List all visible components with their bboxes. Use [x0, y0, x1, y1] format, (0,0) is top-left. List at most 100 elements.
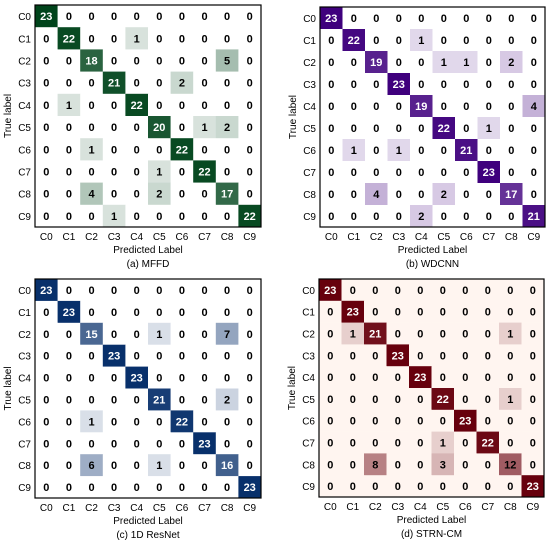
matrix-cell: [35, 204, 58, 228]
matrix-cell: [238, 93, 262, 117]
cell-value-label: 0: [531, 13, 537, 25]
matrix-cell: [170, 279, 194, 302]
cell-value-label: 0: [111, 144, 117, 156]
cell-value-label: 22: [482, 438, 494, 450]
matrix-cell: [170, 49, 194, 72]
x-tick-label: C2: [370, 232, 383, 243]
cell-value-label: 0: [372, 285, 378, 297]
matrix-cell: [500, 51, 523, 74]
cell-value-label: 0: [88, 100, 94, 112]
cell-value-label: 0: [156, 438, 162, 450]
matrix-cell: [35, 476, 58, 499]
cell-value-label: 0: [351, 57, 357, 69]
matrix-cell: [387, 205, 411, 228]
cell-value-label: 0: [396, 189, 402, 201]
matrix-cell: [215, 476, 239, 499]
cell-value-label: 0: [179, 482, 185, 494]
cell-value-label: 0: [372, 416, 378, 428]
cell-value-label: 0: [508, 211, 514, 223]
matrix-cell: [57, 71, 81, 95]
matrix-cell: [193, 432, 217, 455]
matrix-cell: [409, 322, 432, 345]
matrix-cell: [455, 7, 478, 30]
cell-value-label: 0: [396, 13, 402, 25]
matrix-cell: [476, 322, 500, 345]
matrix-cell: [432, 95, 456, 118]
matrix-cell: [170, 138, 194, 161]
matrix-cell: [170, 366, 194, 389]
matrix-cell: [35, 93, 58, 117]
cell-value-label: 0: [111, 11, 117, 23]
matrix-cell: [215, 279, 239, 302]
x-axis-label: Predicted Label: [397, 515, 467, 526]
cell-value-label: 0: [88, 11, 94, 23]
cell-value-label: 0: [88, 78, 94, 90]
matrix-cell: [431, 322, 455, 345]
cell-value-label: 1: [418, 35, 424, 47]
cell-value-label: 0: [66, 482, 72, 494]
cell-value-label: 0: [224, 373, 230, 385]
matrix-cell: [410, 139, 433, 162]
cell-value-label: 0: [224, 144, 230, 156]
cell-value-label: 0: [530, 350, 536, 362]
matrix-cell: [215, 93, 239, 117]
cell-value-label: 0: [134, 285, 140, 297]
matrix-cell: [102, 5, 126, 28]
cell-value-label: 7: [224, 329, 230, 341]
matrix-cell: [431, 409, 455, 432]
matrix-cell: [148, 27, 171, 50]
cell-value-label: 22: [176, 144, 188, 156]
cell-value-label: 1: [201, 122, 207, 134]
matrix-cell: [454, 409, 477, 432]
cell-value-label: 0: [201, 373, 207, 385]
matrix-cell: [410, 161, 433, 184]
matrix-cell: [102, 388, 126, 411]
matrix-cell: [102, 279, 126, 302]
matrix-cell: [102, 366, 126, 389]
cell-value-label: 0: [328, 57, 334, 69]
matrix-cell: [342, 51, 366, 74]
cell-value-label: 0: [418, 167, 424, 179]
cell-value-label: 1: [88, 144, 94, 156]
matrix-cell: [35, 410, 58, 433]
cell-value-label: 0: [351, 211, 357, 223]
cell-value-label: 0: [417, 285, 423, 297]
cell-value-label: 0: [328, 123, 334, 135]
cell-value-label: 0: [507, 481, 513, 493]
matrix-cell: [409, 431, 432, 454]
cell-value-label: 0: [247, 416, 253, 428]
x-tick-label: C3: [108, 232, 121, 243]
cell-value-label: 1: [486, 123, 492, 135]
cell-value-label: 2: [156, 189, 162, 201]
cell-value-label: 20: [153, 122, 165, 134]
cell-value-label: 0: [462, 459, 468, 471]
matrix-cell: [364, 279, 387, 302]
matrix-frame: [319, 6, 546, 228]
matrix-cell: [409, 300, 432, 323]
y-tick-label: C5: [303, 124, 316, 135]
matrix-cell: [125, 182, 149, 206]
cell-value-label: 22: [176, 416, 188, 428]
matrix-cell: [455, 95, 478, 118]
matrix-cell: [80, 344, 104, 367]
matrix-cell: [341, 300, 365, 323]
cell-value-label: 0: [134, 122, 140, 134]
matrix-cell: [148, 182, 171, 206]
matrix-cell: [80, 279, 104, 302]
cell-value-label: 1: [134, 33, 140, 45]
matrix-cell: [170, 300, 194, 324]
cell-value-label: 0: [530, 416, 536, 428]
matrix-cell: [57, 160, 81, 183]
cell-value-label: 0: [43, 438, 49, 450]
matrix-cell: [148, 279, 171, 302]
matrix-frame: [34, 278, 262, 499]
y-tick-label: C7: [18, 168, 31, 179]
cell-value-label: 0: [441, 211, 447, 223]
cell-value-label: 23: [527, 481, 539, 493]
x-tick-label: C8: [221, 503, 234, 514]
matrix-cell: [477, 183, 501, 206]
cell-value-label: 0: [111, 167, 117, 179]
cell-value-label: 0: [201, 211, 207, 223]
cell-value-label: 0: [327, 307, 333, 319]
cell-value-label: 0: [396, 35, 402, 47]
